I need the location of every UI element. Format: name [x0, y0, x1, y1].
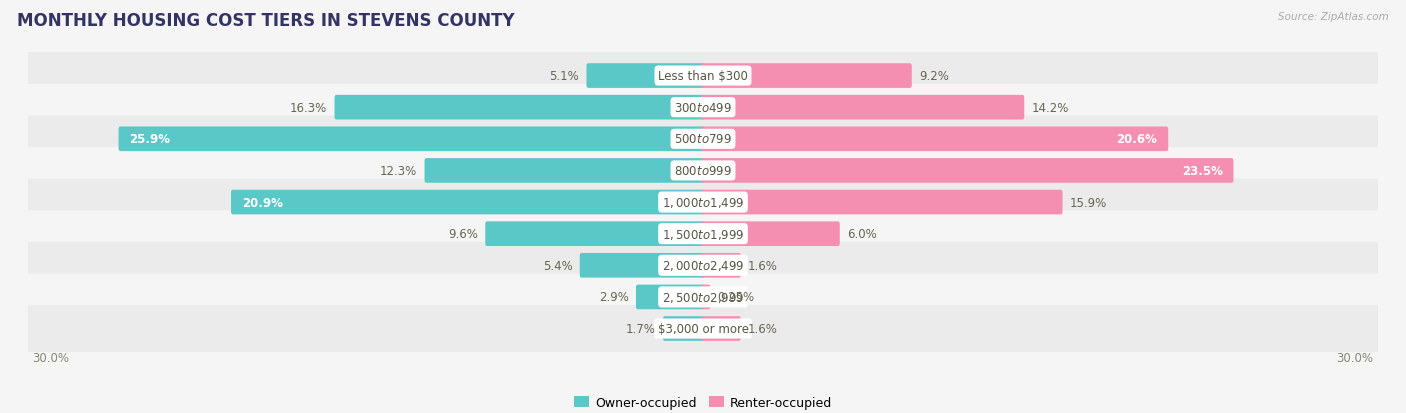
Text: 9.6%: 9.6%: [449, 228, 478, 241]
FancyBboxPatch shape: [702, 159, 1233, 183]
FancyBboxPatch shape: [25, 53, 1381, 100]
FancyBboxPatch shape: [664, 316, 704, 341]
Text: 12.3%: 12.3%: [380, 164, 418, 178]
Text: $2,000 to $2,499: $2,000 to $2,499: [662, 259, 744, 273]
Legend: Owner-occupied, Renter-occupied: Owner-occupied, Renter-occupied: [568, 391, 838, 413]
Text: Source: ZipAtlas.com: Source: ZipAtlas.com: [1278, 12, 1389, 22]
Text: 0.25%: 0.25%: [717, 291, 755, 304]
FancyBboxPatch shape: [702, 190, 1063, 215]
FancyBboxPatch shape: [702, 127, 1168, 152]
FancyBboxPatch shape: [702, 285, 710, 309]
FancyBboxPatch shape: [702, 96, 1024, 120]
Text: 20.6%: 20.6%: [1116, 133, 1157, 146]
FancyBboxPatch shape: [25, 242, 1381, 289]
Text: $1,000 to $1,499: $1,000 to $1,499: [662, 196, 744, 209]
FancyBboxPatch shape: [25, 274, 1381, 320]
FancyBboxPatch shape: [702, 253, 741, 278]
FancyBboxPatch shape: [702, 316, 741, 341]
FancyBboxPatch shape: [118, 127, 704, 152]
FancyBboxPatch shape: [702, 64, 911, 89]
FancyBboxPatch shape: [25, 148, 1381, 195]
FancyBboxPatch shape: [231, 190, 704, 215]
FancyBboxPatch shape: [25, 211, 1381, 257]
FancyBboxPatch shape: [25, 179, 1381, 226]
Text: 1.6%: 1.6%: [748, 322, 778, 335]
Text: 16.3%: 16.3%: [290, 102, 328, 114]
FancyBboxPatch shape: [579, 253, 704, 278]
Text: $800 to $999: $800 to $999: [673, 164, 733, 178]
FancyBboxPatch shape: [636, 285, 704, 309]
FancyBboxPatch shape: [25, 85, 1381, 131]
Text: $2,500 to $2,999: $2,500 to $2,999: [662, 290, 744, 304]
Text: 5.4%: 5.4%: [543, 259, 572, 272]
Text: 1.6%: 1.6%: [748, 259, 778, 272]
FancyBboxPatch shape: [25, 116, 1381, 163]
Text: 1.7%: 1.7%: [626, 322, 655, 335]
FancyBboxPatch shape: [702, 222, 839, 247]
Text: 15.9%: 15.9%: [1070, 196, 1107, 209]
FancyBboxPatch shape: [586, 64, 704, 89]
Text: 30.0%: 30.0%: [32, 351, 70, 364]
FancyBboxPatch shape: [25, 305, 1381, 352]
Text: $1,500 to $1,999: $1,500 to $1,999: [662, 227, 744, 241]
Text: 30.0%: 30.0%: [1336, 351, 1374, 364]
Text: MONTHLY HOUSING COST TIERS IN STEVENS COUNTY: MONTHLY HOUSING COST TIERS IN STEVENS CO…: [17, 12, 515, 30]
FancyBboxPatch shape: [425, 159, 704, 183]
Text: 2.9%: 2.9%: [599, 291, 628, 304]
Text: $500 to $799: $500 to $799: [673, 133, 733, 146]
Text: 14.2%: 14.2%: [1032, 102, 1069, 114]
Text: 23.5%: 23.5%: [1182, 164, 1223, 178]
FancyBboxPatch shape: [335, 96, 704, 120]
Text: $3,000 or more: $3,000 or more: [658, 322, 748, 335]
Text: 20.9%: 20.9%: [242, 196, 283, 209]
Text: 5.1%: 5.1%: [550, 70, 579, 83]
Text: 6.0%: 6.0%: [846, 228, 877, 241]
FancyBboxPatch shape: [485, 222, 704, 247]
Text: Less than $300: Less than $300: [658, 70, 748, 83]
Text: 9.2%: 9.2%: [920, 70, 949, 83]
Text: 25.9%: 25.9%: [129, 133, 170, 146]
Text: $300 to $499: $300 to $499: [673, 102, 733, 114]
